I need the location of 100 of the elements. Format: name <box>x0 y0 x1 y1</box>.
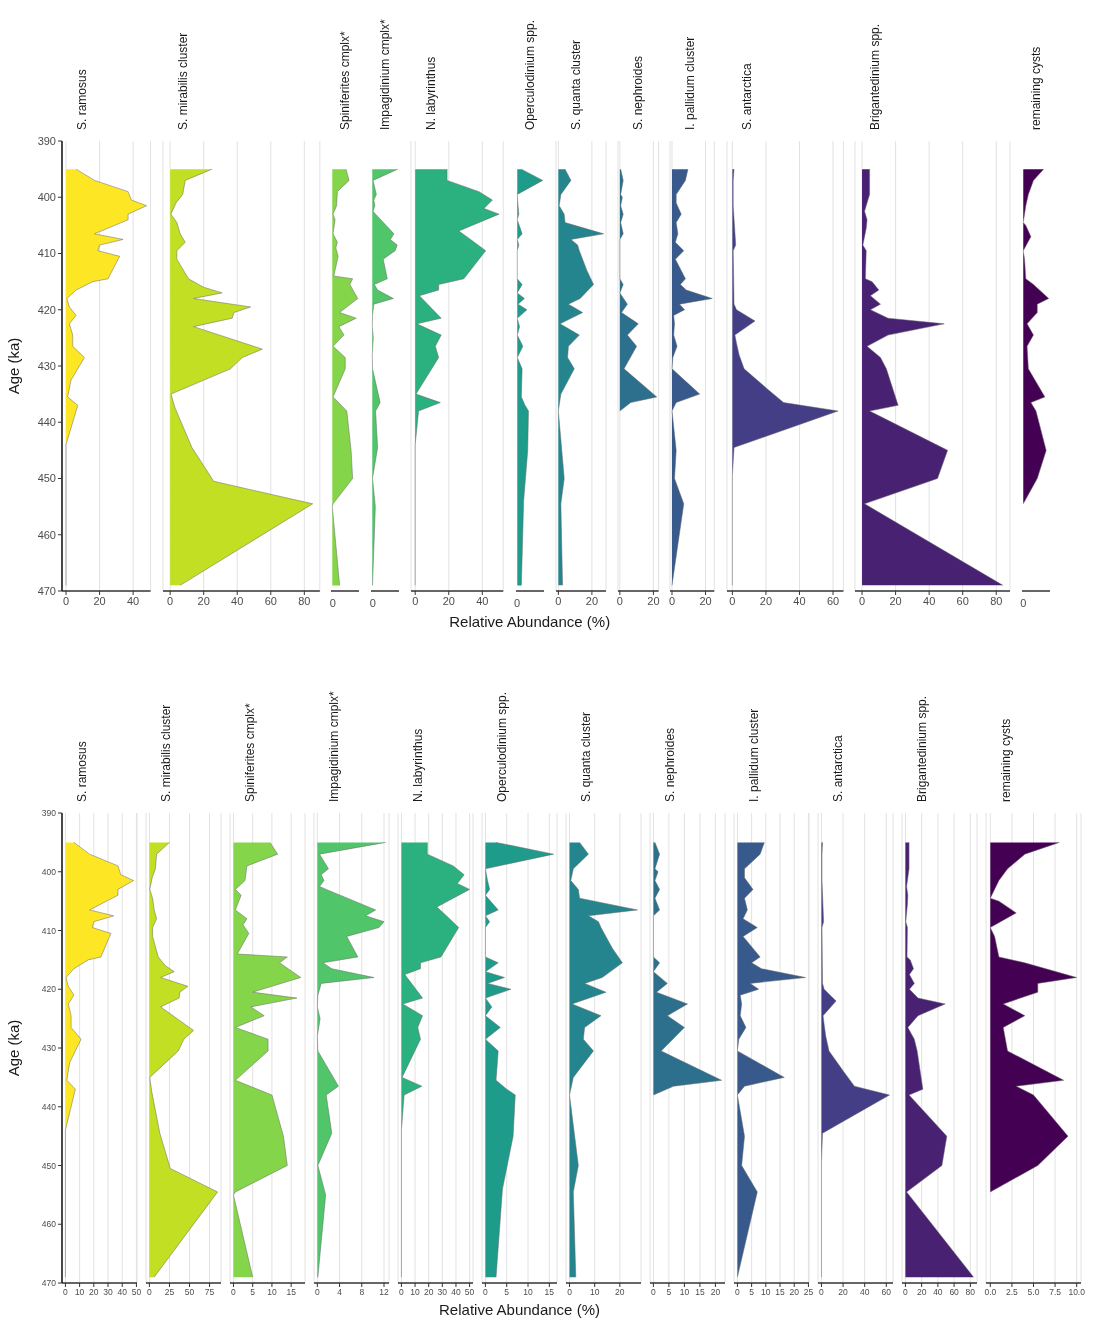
x-tick-label: 20 <box>197 594 210 607</box>
x-tick-label: 7.5 <box>1049 1287 1062 1298</box>
x-tick-label: 0 <box>819 1287 825 1298</box>
x-tick-label: 0 <box>858 594 866 607</box>
x-tick-label: 20 <box>585 594 598 607</box>
x-tick-label: 20 <box>889 594 902 607</box>
x-tick-label: 0 <box>62 594 70 607</box>
chart-title: Operculodinium spp. <box>522 19 537 130</box>
x-tick-label: 40 <box>923 594 936 607</box>
x-tick-label: 15 <box>695 1287 705 1298</box>
x-tick-label: 20 <box>838 1287 849 1298</box>
x-tick-label: 80 <box>297 594 310 607</box>
x-tick-label: 30 <box>103 1287 114 1298</box>
x-tick-label: 60 <box>956 594 969 607</box>
x-tick-label: 10 <box>761 1287 771 1298</box>
y-axis-title: Age (ka) <box>5 1019 23 1077</box>
chart-title: S. mirabilis cluster <box>175 32 190 130</box>
x-tick-label: 0 <box>314 1287 320 1298</box>
y-tick-label: 430 <box>37 359 56 372</box>
chart-title: S. nephroides <box>663 727 677 802</box>
y-tick-label: 410 <box>41 925 57 936</box>
x-tick-label: 0 <box>63 1287 69 1298</box>
y-tick-label: 470 <box>41 1278 57 1289</box>
y-tick-label: 430 <box>41 1043 57 1054</box>
x-tick-label: 40 <box>127 594 140 607</box>
y-tick-label: 390 <box>37 134 56 147</box>
x-tick-label: 5.0 <box>1027 1287 1040 1298</box>
chart-title: Impagidinium cmplx* <box>327 690 341 802</box>
chart-title: Spiniferites cmplx* <box>338 30 353 130</box>
x-tick-label: 20 <box>916 1287 927 1298</box>
x-tick-label: 60 <box>826 594 839 607</box>
x-tick-label: 50 <box>131 1287 142 1298</box>
x-tick-label: 25 <box>803 1287 814 1298</box>
x-tick-label: 20 <box>93 594 106 607</box>
x-tick-label: 0 <box>231 1287 237 1298</box>
x-tick-label: 20 <box>615 1287 625 1298</box>
y-tick-label: 440 <box>37 416 56 429</box>
x-tick-label: 40 <box>476 594 489 607</box>
x-tick-label: 0 <box>483 1287 489 1298</box>
chart-title: S. nephroides <box>630 55 645 130</box>
x-tick-label: 0.0 <box>984 1287 997 1298</box>
x-tick-label: 0 <box>651 1287 657 1298</box>
x-tick-label: 30 <box>437 1287 448 1298</box>
x-tick-label: 12 <box>379 1287 389 1298</box>
y-tick-label: 400 <box>37 191 56 204</box>
x-tick-label: 25 <box>164 1287 175 1298</box>
x-tick-label: 0 <box>669 594 676 607</box>
y-tick-label: 410 <box>37 247 56 260</box>
y-tick-label: 460 <box>37 528 56 541</box>
x-tick-label: 10 <box>267 1287 277 1298</box>
chart-title: S. mirabilis cluster <box>159 704 173 802</box>
x-tick-label: 0 <box>903 1287 909 1298</box>
y-tick-label: 470 <box>37 584 56 597</box>
x-tick-label: 0 <box>554 594 562 607</box>
x-tick-label: 0 <box>616 594 623 607</box>
chart-title: Operculodinium spp. <box>495 691 509 802</box>
x-tick-label: 40 <box>859 1287 870 1298</box>
x-tick-label: 40 <box>230 594 243 607</box>
x-tick-label: 20 <box>759 594 772 607</box>
x-tick-label: 40 <box>933 1287 943 1298</box>
x-tick-label: 4 <box>337 1287 343 1298</box>
chart-title: Brigantedinium spp. <box>915 695 929 802</box>
x-tick-label: 2.5 <box>1006 1287 1019 1298</box>
x-tick-label: 15 <box>544 1287 555 1298</box>
x-tick-label: 20 <box>789 1287 800 1298</box>
x-tick-label: 0 <box>147 1287 153 1298</box>
x-tick-label: 5 <box>504 1287 510 1298</box>
chart-title: S. quanta cluster <box>568 39 583 130</box>
x-tick-label: 15 <box>775 1287 786 1298</box>
y-tick-label: 450 <box>37 472 56 485</box>
x-tick-label: 50 <box>464 1287 475 1298</box>
x-tick-label: 20 <box>699 594 712 607</box>
y-tick-label: 420 <box>41 984 57 995</box>
x-tick-label: 50 <box>184 1287 195 1298</box>
x-axis-title: Relative Abundance (%) <box>448 613 612 630</box>
chart-title: S. ramosus <box>75 741 89 802</box>
chart-title: S. antarctica <box>739 62 754 130</box>
x-tick-label: 0 <box>166 594 173 607</box>
x-tick-label: 20 <box>443 594 456 607</box>
x-tick-label: 10 <box>589 1287 600 1298</box>
chart-title: N. labyrinthus <box>411 728 425 802</box>
x-tick-label: 0 <box>412 594 419 607</box>
chart-title: remaining cysts <box>999 718 1013 802</box>
x-tick-label: 20 <box>710 1287 721 1298</box>
y-tick-label: 460 <box>41 1219 57 1230</box>
x-tick-label: 20 <box>423 1287 434 1298</box>
x-tick-label: 0 <box>399 1287 405 1298</box>
x-tick-label: 60 <box>264 594 277 607</box>
y-tick-label: 440 <box>41 1101 57 1112</box>
x-tick-label: 80 <box>990 594 1003 607</box>
chart-title: I. pallidum cluster <box>683 36 698 130</box>
x-tick-label: 60 <box>949 1287 960 1298</box>
x-tick-label: 5 <box>666 1287 672 1298</box>
x-tick-label: 5 <box>749 1287 755 1298</box>
chart-title: Impagidinium cmplx* <box>378 18 393 130</box>
x-tick-label: 20 <box>89 1287 99 1298</box>
x-tick-label: 0 <box>735 1287 741 1298</box>
chart-title: Brigantedinium spp. <box>867 23 882 130</box>
chart-title: S. antarctica <box>831 734 845 802</box>
x-tick-label: 10 <box>410 1287 421 1298</box>
